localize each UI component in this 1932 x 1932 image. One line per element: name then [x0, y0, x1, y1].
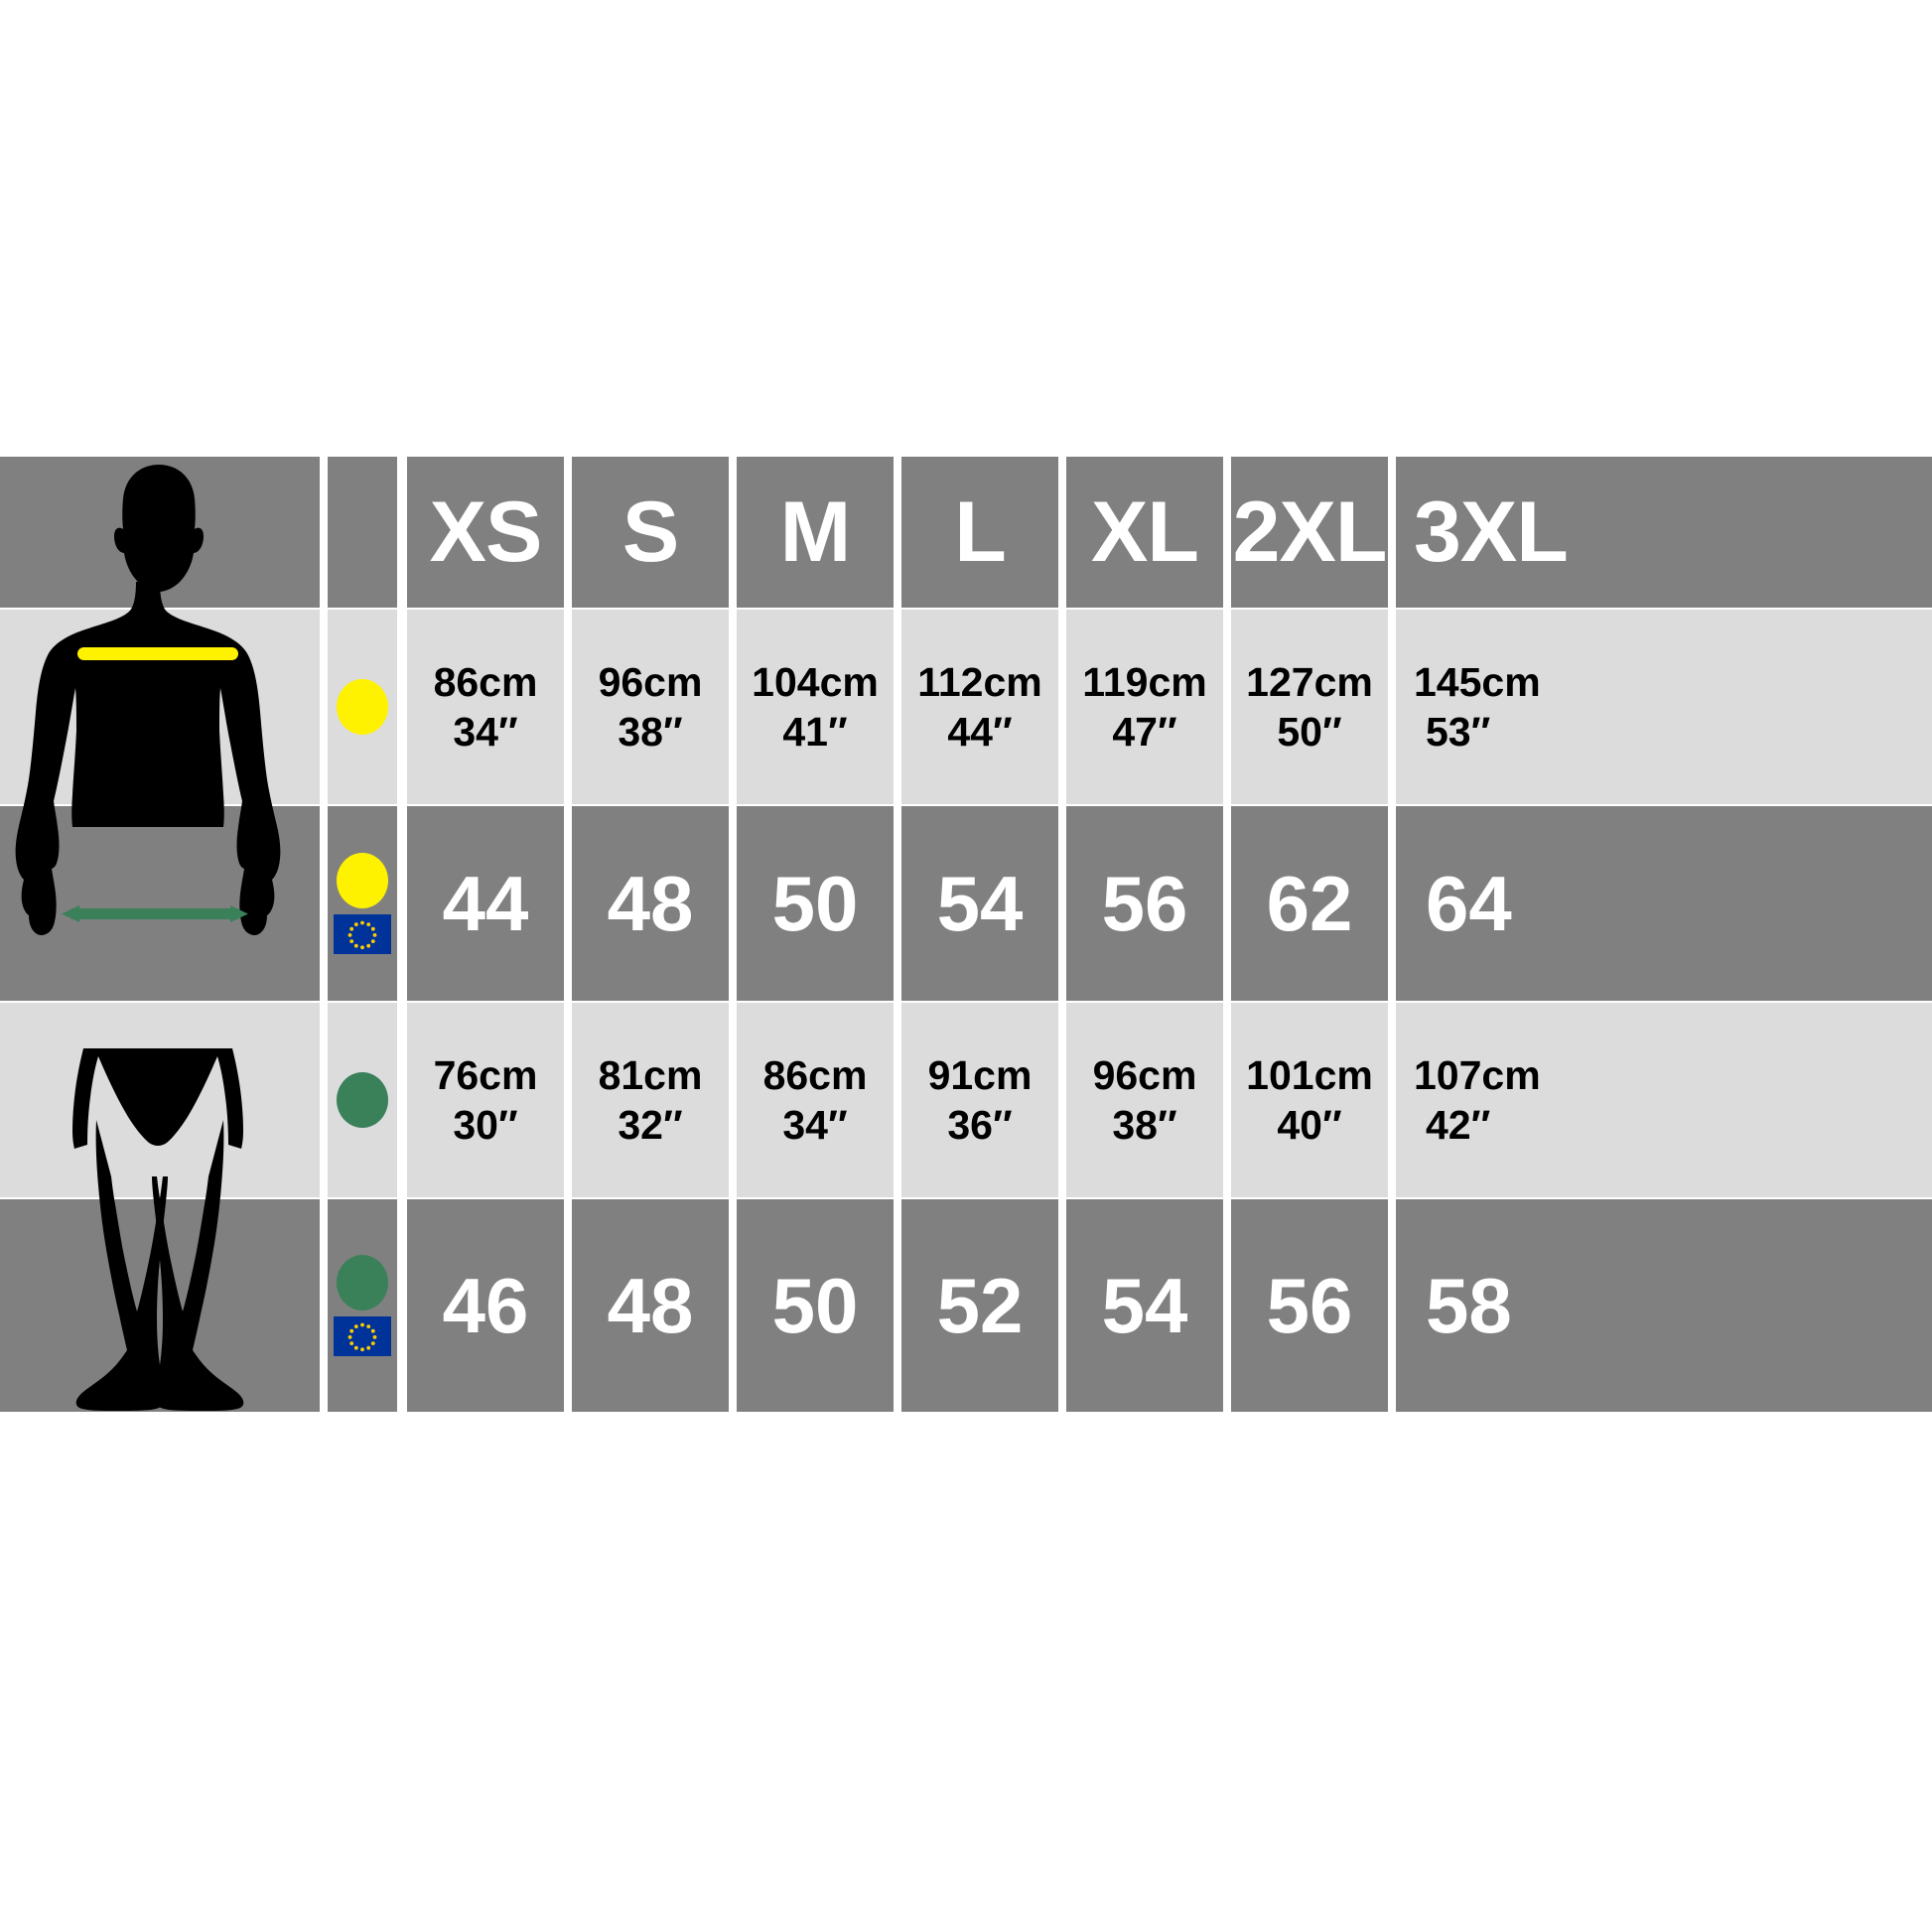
size-chart-table: XS S M L XL 2XL 3XL 86cm 34″ 96cm 38″ 10… — [0, 457, 1932, 1412]
chest-3xl-inch: 53″ — [1426, 709, 1491, 755]
icon-cell-chest-eu — [328, 806, 397, 1001]
chest-xl-cm: 119cm — [1082, 658, 1207, 705]
waist-xs-inch: 30″ — [453, 1102, 518, 1148]
header-size-2xl: 2XL — [1231, 457, 1388, 608]
eu-flag-icon — [334, 1316, 391, 1356]
cell-chest-eu-xl: 56 — [1066, 806, 1223, 1001]
chest-l-cm: 112cm — [917, 658, 1042, 705]
cell-waist-l: 91cm 36″ — [901, 1003, 1058, 1197]
chest-xl-inch: 47″ — [1112, 709, 1177, 755]
cell-chest-3xl: 145cm 53″ — [1396, 610, 1932, 804]
chest-s-inch: 38″ — [618, 709, 683, 755]
header-size-xs: XS — [407, 457, 564, 608]
waist-xl-cm: 96cm — [1092, 1051, 1197, 1098]
cell-waist-eu-l: 52 — [901, 1199, 1058, 1412]
cell-chest-s: 96cm 38″ — [572, 610, 729, 804]
waist-l-inch: 36″ — [947, 1102, 1013, 1148]
cell-waist-m: 86cm 34″ — [737, 1003, 894, 1197]
header-size-xl: XL — [1066, 457, 1223, 608]
male-body-silhouette-icon — [15, 465, 281, 1411]
chest-xs-cm: 86cm — [433, 658, 538, 705]
chest-l-inch: 44″ — [947, 709, 1013, 755]
yellow-dot-icon — [337, 679, 388, 735]
waist-xl-inch: 38″ — [1112, 1102, 1177, 1148]
cell-chest-eu-xs: 44 — [407, 806, 564, 1001]
cell-waist-xl: 96cm 38″ — [1066, 1003, 1223, 1197]
chest-s-cm: 96cm — [598, 658, 703, 705]
chest-2xl-inch: 50″ — [1277, 709, 1342, 755]
chest-3xl-cm: 145cm — [1414, 658, 1541, 705]
waist-3xl-inch: 42″ — [1426, 1102, 1491, 1148]
cell-waist-eu-xl: 54 — [1066, 1199, 1223, 1412]
icon-cell-header — [328, 457, 397, 608]
waist-l-cm: 91cm — [927, 1051, 1033, 1098]
header-size-l: L — [901, 457, 1058, 608]
eu-flag-icon — [334, 914, 391, 954]
waist-m-inch: 34″ — [782, 1102, 848, 1148]
header-size-s: S — [572, 457, 729, 608]
header-size-m: M — [737, 457, 894, 608]
cell-waist-3xl: 107cm 42″ — [1396, 1003, 1932, 1197]
header-size-3xl: 3XL — [1396, 457, 1932, 608]
chest-2xl-cm: 127cm — [1246, 658, 1373, 705]
cell-waist-eu-2xl: 56 — [1231, 1199, 1388, 1412]
waist-3xl-cm: 107cm — [1414, 1051, 1541, 1098]
cell-chest-eu-3xl: 64 — [1396, 806, 1932, 1001]
waist-xs-cm: 76cm — [433, 1051, 538, 1098]
cell-chest-2xl: 127cm 50″ — [1231, 610, 1388, 804]
cell-waist-eu-xs: 46 — [407, 1199, 564, 1412]
cell-waist-eu-s: 48 — [572, 1199, 729, 1412]
cell-waist-s: 81cm 32″ — [572, 1003, 729, 1197]
waist-m-cm: 86cm — [762, 1051, 868, 1098]
cell-chest-xl: 119cm 47″ — [1066, 610, 1223, 804]
cell-chest-eu-l: 54 — [901, 806, 1058, 1001]
chest-m-cm: 104cm — [752, 658, 879, 705]
waist-2xl-inch: 40″ — [1277, 1102, 1342, 1148]
green-dot-icon — [337, 1255, 388, 1311]
body-silhouette-cell — [0, 457, 320, 1412]
chest-m-inch: 41″ — [782, 709, 848, 755]
cell-waist-xs: 76cm 30″ — [407, 1003, 564, 1197]
chest-xs-inch: 34″ — [453, 709, 518, 755]
cell-waist-eu-3xl: 58 — [1396, 1199, 1932, 1412]
cell-chest-m: 104cm 41″ — [737, 610, 894, 804]
green-dot-icon — [337, 1072, 388, 1128]
chest-measure-line — [77, 647, 238, 660]
waist-s-cm: 81cm — [598, 1051, 703, 1098]
cell-chest-eu-2xl: 62 — [1231, 806, 1388, 1001]
icon-cell-waist — [328, 1003, 397, 1197]
cell-chest-xs: 86cm 34″ — [407, 610, 564, 804]
cell-chest-eu-m: 50 — [737, 806, 894, 1001]
waist-s-inch: 32″ — [618, 1102, 683, 1148]
waist-2xl-cm: 101cm — [1246, 1051, 1373, 1098]
cell-waist-2xl: 101cm 40″ — [1231, 1003, 1388, 1197]
cell-chest-eu-s: 48 — [572, 806, 729, 1001]
icon-cell-waist-eu — [328, 1199, 397, 1412]
yellow-dot-icon — [337, 853, 388, 908]
cell-chest-l: 112cm 44″ — [901, 610, 1058, 804]
icon-cell-chest — [328, 610, 397, 804]
cell-waist-eu-m: 50 — [737, 1199, 894, 1412]
waist-measure-line — [62, 905, 248, 922]
